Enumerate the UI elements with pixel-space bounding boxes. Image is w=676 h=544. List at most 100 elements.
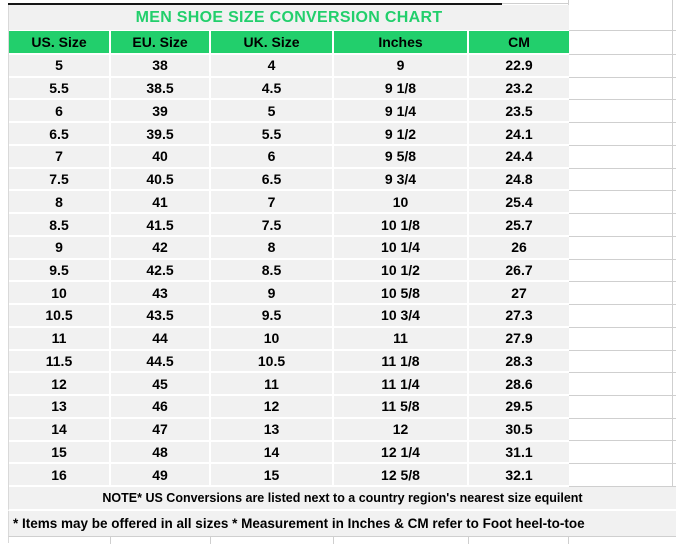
gridline: [210, 537, 211, 544]
table-row: 11 44 10 11 27.9: [9, 327, 569, 351]
cell-us-size: 6.5: [9, 123, 111, 144]
cell-eu-size: 46: [111, 396, 211, 417]
cell-eu-size: 42: [111, 236, 211, 258]
empty-cell: [569, 0, 676, 31]
cell-uk-size: 14: [211, 441, 334, 463]
table-row: 8 41 7 10 25.4: [9, 191, 569, 215]
cell-cm: 23.5: [469, 100, 569, 122]
gridline: [468, 537, 469, 544]
cell-inches: 9 1/8: [334, 77, 469, 99]
cell-inches: 10 1/4: [334, 236, 469, 258]
cell-eu-size: 41: [111, 191, 211, 213]
cell-us-size: 5: [9, 55, 111, 76]
cell-eu-size: 44: [111, 327, 211, 349]
cell-cm: 23.2: [469, 77, 569, 99]
cell-inches: 10 1/2: [334, 259, 469, 281]
empty-cell: [569, 146, 676, 169]
gridline: [333, 537, 334, 544]
cell-uk-size: 7: [211, 191, 334, 213]
empty-cell: [569, 214, 676, 237]
table-row: 7 40 6 9 5/8 24.4: [9, 145, 569, 169]
cell-eu-size: 49: [111, 464, 211, 485]
table-row: 9.5 42.5 8.5 10 1/2 26.7: [9, 259, 569, 283]
cell-cm: 24.1: [469, 123, 569, 144]
table-row: 6 39 5 9 1/4 23.5: [9, 100, 569, 124]
conversion-table: MEN SHOE SIZE CONVERSION CHART US. Size …: [8, 5, 569, 487]
cell-eu-size: 38.5: [111, 77, 211, 99]
cell-uk-size: 5.5: [211, 123, 334, 144]
cell-cm: 24.8: [469, 168, 569, 190]
empty-cell: [569, 123, 676, 146]
table-row: 7.5 40.5 6.5 9 3/4 24.8: [9, 168, 569, 192]
empty-cell: [569, 169, 676, 192]
cell-inches: 10: [334, 191, 469, 213]
cell-inches: 12: [334, 418, 469, 440]
cell-cm: 31.1: [469, 441, 569, 463]
empty-cell: [569, 78, 676, 101]
gridline: [672, 0, 673, 543]
table-title-row: MEN SHOE SIZE CONVERSION CHART: [9, 5, 569, 31]
cell-eu-size: 39.5: [111, 123, 211, 144]
cell-uk-size: 10: [211, 327, 334, 349]
empty-cell: [569, 396, 676, 419]
cell-inches: 10 1/8: [334, 214, 469, 235]
cell-uk-size: 12: [211, 396, 334, 417]
empty-cell: [569, 351, 676, 374]
cell-us-size: 12: [9, 373, 111, 395]
cell-cm: 32.1: [469, 464, 569, 485]
cell-eu-size: 43: [111, 282, 211, 304]
column-header-eu-size: EU. Size: [111, 31, 211, 53]
cell-uk-size: 15: [211, 464, 334, 485]
cell-uk-size: 8: [211, 236, 334, 258]
cell-us-size: 11.5: [9, 350, 111, 372]
empty-cell: [569, 31, 676, 55]
empty-cell: [569, 328, 676, 351]
cell-cm: 28.6: [469, 373, 569, 395]
cell-us-size: 13: [9, 396, 111, 417]
cell-us-size: 9.5: [9, 259, 111, 281]
table-row: 6.5 39.5 5.5 9 1/2 24.1: [9, 123, 569, 146]
table-row: 5 38 4 9 22.9: [9, 55, 569, 78]
table-row: 5.5 38.5 4.5 9 1/8 23.2: [9, 77, 569, 101]
cell-eu-size: 41.5: [111, 214, 211, 235]
empty-cell: [569, 305, 676, 328]
cell-uk-size: 8.5: [211, 259, 334, 281]
cell-inches: 9 3/4: [334, 168, 469, 190]
cell-eu-size: 39: [111, 100, 211, 122]
partial-next-row: [8, 536, 676, 544]
empty-cell: [569, 191, 676, 215]
cell-us-size: 7: [9, 145, 111, 167]
table-row: 9 42 8 10 1/4 26: [9, 236, 569, 260]
cell-inches: 9 1/2: [334, 123, 469, 144]
cell-cm: 27: [469, 282, 569, 304]
note-text: * Items may be offered in all sizes * Me…: [13, 516, 585, 531]
cell-inches: 12 1/4: [334, 441, 469, 463]
cell-uk-size: 6.5: [211, 168, 334, 190]
cell-inches: 10 3/4: [334, 305, 469, 326]
empty-cell: [569, 441, 676, 465]
note-row-measurement: * Items may be offered in all sizes * Me…: [8, 511, 676, 536]
cell-cm: 24.4: [469, 145, 569, 167]
column-header-us-size: US. Size: [9, 31, 111, 53]
cell-cm: 30.5: [469, 418, 569, 440]
cell-inches: 9 1/4: [334, 100, 469, 122]
table-body: 5 38 4 9 22.9 5.5 38.5 4.5 9 1/8 23.2 6 …: [9, 55, 569, 487]
cell-cm: 28.3: [469, 350, 569, 372]
cell-inches: 12 5/8: [334, 464, 469, 485]
cell-us-size: 9: [9, 236, 111, 258]
cell-inches: 9: [334, 55, 469, 76]
cell-uk-size: 6: [211, 145, 334, 167]
cell-eu-size: 44.5: [111, 350, 211, 372]
cell-us-size: 8: [9, 191, 111, 213]
cell-uk-size: 7.5: [211, 214, 334, 235]
cell-inches: 11 1/8: [334, 350, 469, 372]
empty-cell: [569, 260, 676, 283]
cell-cm: 22.9: [469, 55, 569, 76]
cell-eu-size: 38: [111, 55, 211, 76]
cell-eu-size: 42.5: [111, 259, 211, 281]
cell-uk-size: 4: [211, 55, 334, 76]
empty-cell: [569, 100, 676, 124]
gridline: [110, 537, 111, 544]
page-title: MEN SHOE SIZE CONVERSION CHART: [135, 8, 443, 26]
